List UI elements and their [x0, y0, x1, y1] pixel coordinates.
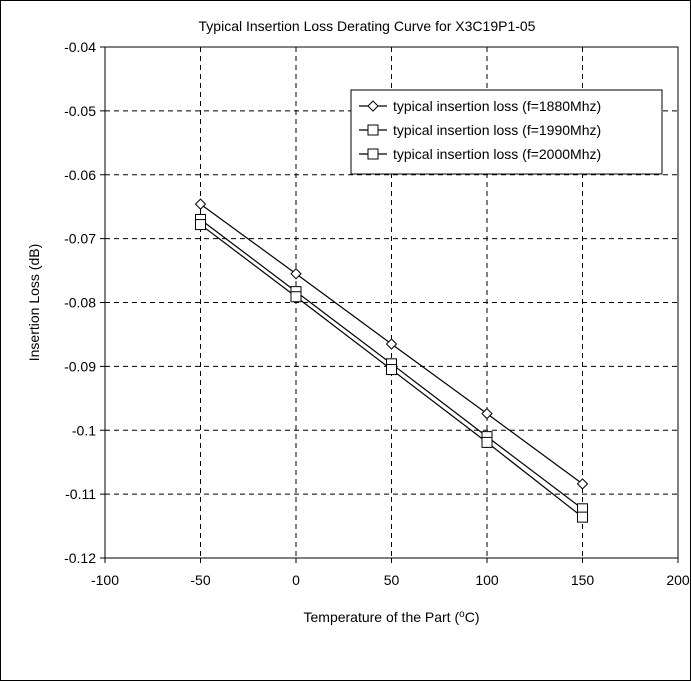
- x-tick-label: 50: [384, 572, 400, 588]
- data-point-square: [577, 511, 588, 523]
- x-tick-label: 100: [475, 572, 499, 588]
- y-tick-label: -0.09: [64, 358, 96, 374]
- x-tick-label: 0: [292, 572, 300, 588]
- y-tick-label: -0.12: [64, 550, 96, 566]
- legend-box: [350, 89, 663, 175]
- y-tick-label: -0.08: [64, 295, 96, 311]
- y-tick-label: -0.04: [64, 39, 96, 55]
- y-axis-label: Insertion Loss (dB): [26, 244, 42, 362]
- legend: typical insertion loss (f=1880Mhz) typica…: [350, 89, 663, 175]
- y-tick-label: -0.1: [72, 422, 96, 438]
- data-point-square: [481, 436, 493, 448]
- legend-item: typical insertion loss (f=2000Mhz): [359, 146, 601, 162]
- data-point-square: [290, 291, 302, 303]
- data-point-diamond: [576, 478, 589, 490]
- series-3-markers: [195, 219, 588, 523]
- x-axis-label-unit: C): [465, 609, 480, 625]
- chart-title: Typical Insertion Loss Derating Curve fo…: [199, 18, 536, 34]
- data-point-square: [386, 364, 397, 376]
- y-tick-label: -0.05: [64, 103, 96, 119]
- legend-item: typical insertion loss (f=1880Mhz): [359, 98, 601, 114]
- legend-label: typical insertion loss (f=1880Mhz): [393, 98, 601, 114]
- x-axis-label-text: Temperature of the Part (: [304, 609, 460, 625]
- x-axis-label-degree: o: [459, 609, 465, 620]
- data-point-diamond: [481, 407, 493, 420]
- x-tick-label: 200: [666, 572, 690, 588]
- legend-label: typical insertion loss (f=2000Mhz): [393, 146, 601, 162]
- data-point-diamond: [194, 198, 207, 210]
- data-point-diamond: [367, 100, 379, 112]
- data-point-diamond: [290, 268, 302, 280]
- x-tick-label: -100: [91, 572, 119, 588]
- data-point-diamond: [385, 338, 398, 350]
- data-point-square: [367, 148, 379, 160]
- series-1-markers: [194, 198, 589, 490]
- y-tick-label: -0.06: [64, 167, 96, 183]
- x-axis-label: Temperature of the Part (oC): [304, 609, 480, 626]
- y-axis-ticks: -0.04 -0.05 -0.06 -0.07 -0.08 -0.09 -0.1 -0.11 -…: [64, 39, 105, 566]
- x-axis-ticks: -100 -50 0 50 100 150 200: [91, 558, 690, 588]
- legend-item: typical insertion loss (f=1990Mhz): [359, 122, 601, 138]
- data-point-square: [195, 219, 206, 231]
- data-point-square: [367, 124, 379, 136]
- legend-label: typical insertion loss (f=1990Mhz): [393, 122, 601, 138]
- series-layer: [194, 198, 589, 523]
- y-tick-label: -0.07: [64, 231, 96, 247]
- x-tick-label: 150: [571, 572, 595, 588]
- x-tick-label: -50: [190, 572, 210, 588]
- y-tick-label: -0.11: [65, 486, 96, 502]
